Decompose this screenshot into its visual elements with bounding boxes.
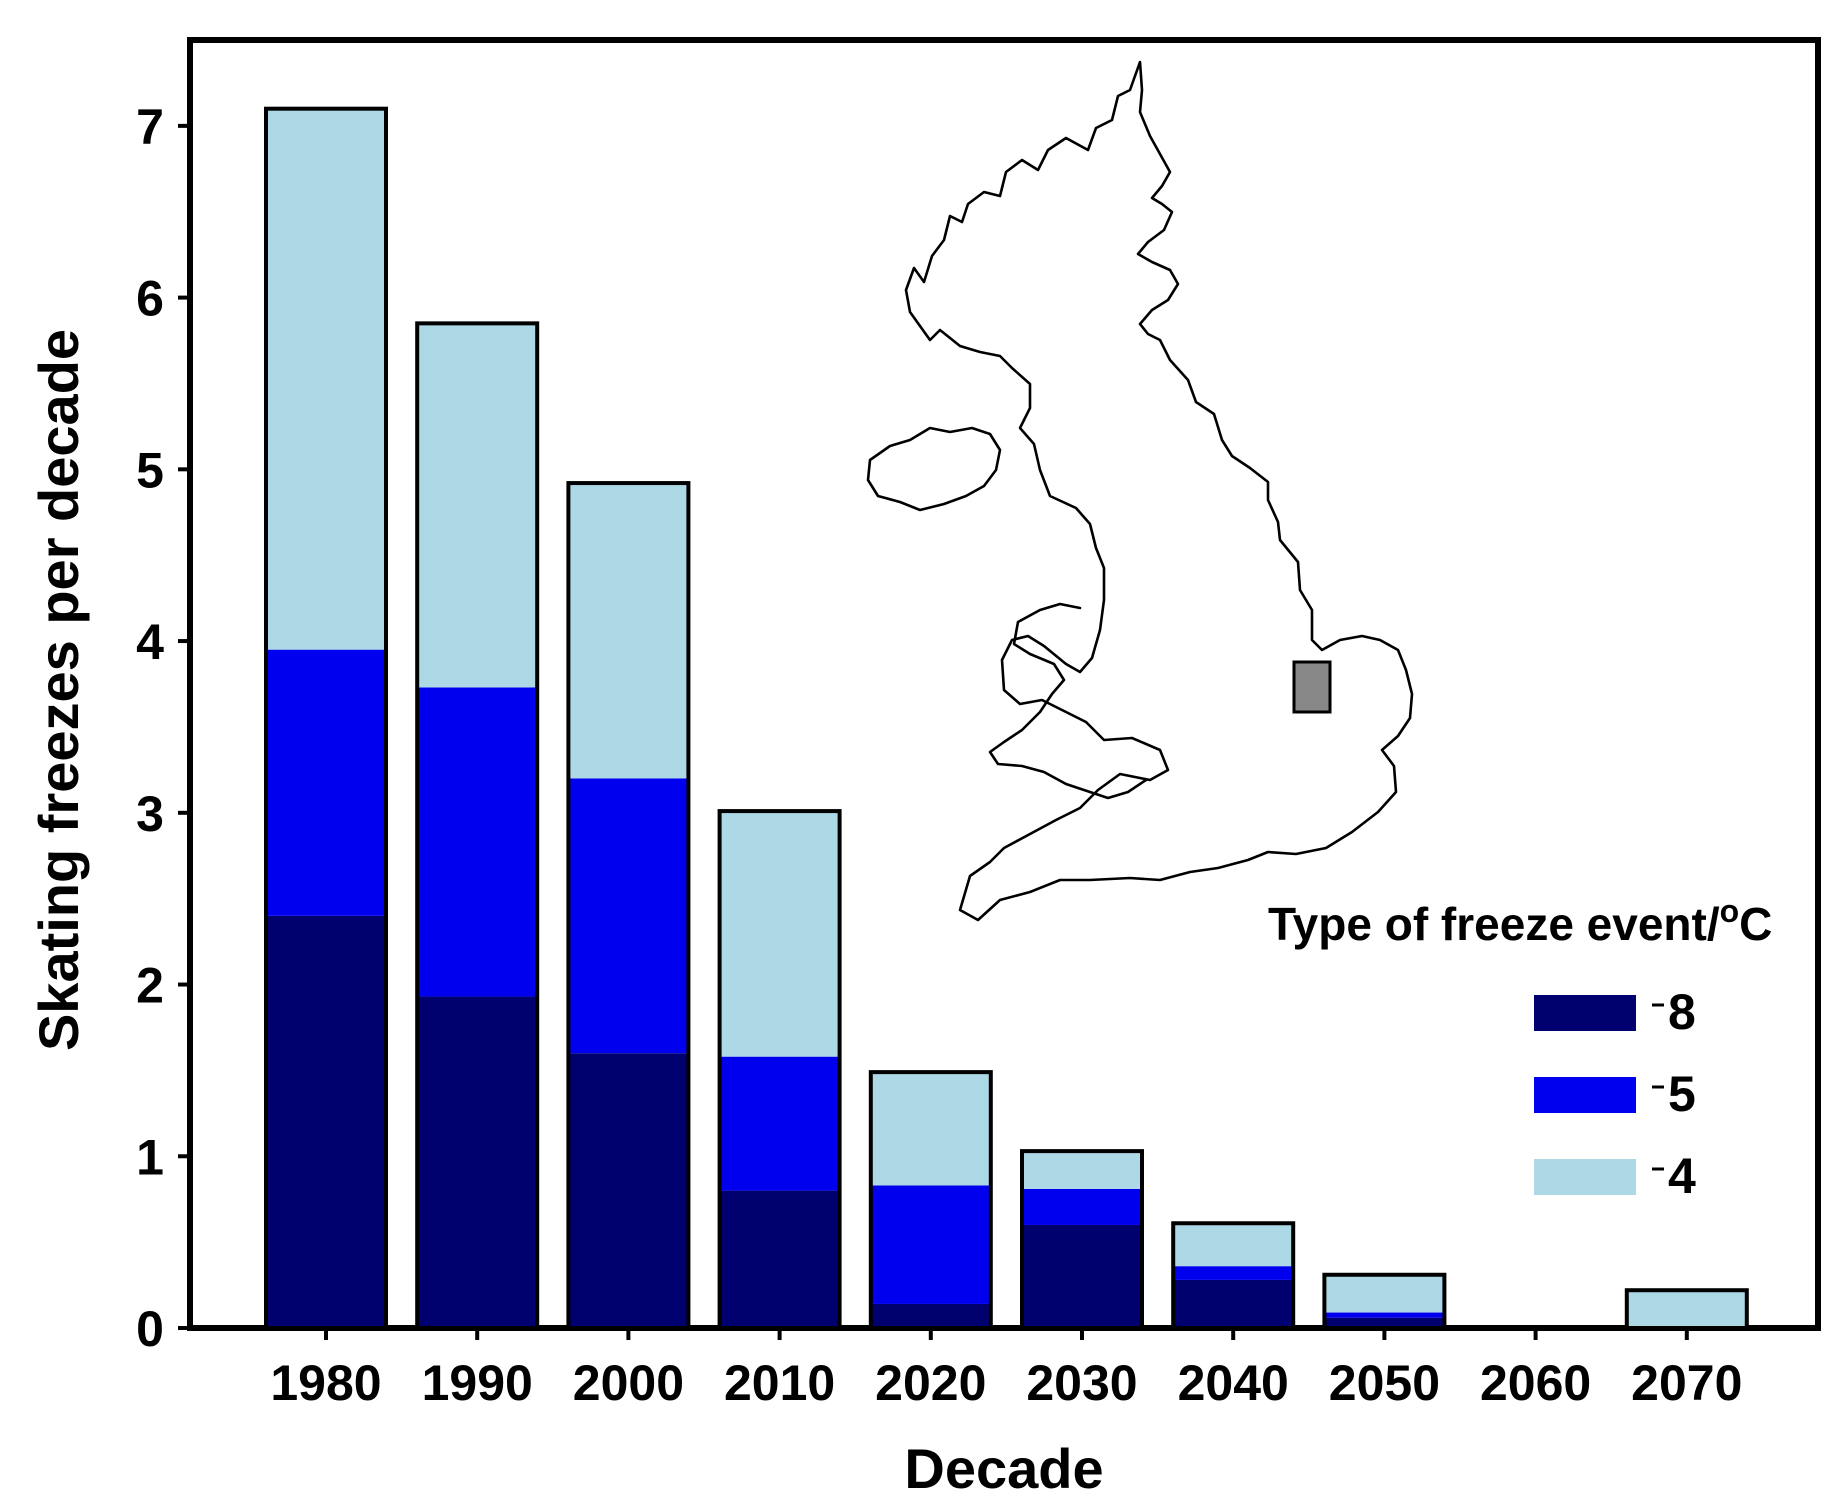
wales-outline [988, 602, 1148, 800]
bar-segment-1980-series-0 [266, 915, 386, 1328]
y-tick-label-1: 1 [136, 1129, 164, 1185]
bar-segment-2050-series-1 [1324, 1312, 1445, 1318]
x-tick-label-1980: 1980 [270, 1355, 381, 1411]
y-tick-label-2: 2 [136, 958, 164, 1014]
legend-title-sup: o [1720, 893, 1740, 929]
bar-segment-2040-series-0 [1173, 1279, 1294, 1328]
x-tick-label-2030: 2030 [1026, 1355, 1137, 1411]
y-tick-label-6: 6 [136, 271, 164, 327]
legend-entries: 8 5 4 [1534, 984, 1696, 1204]
uk-map-inset [866, 60, 1414, 922]
bar-segment-2070-series-2 [1626, 1290, 1747, 1328]
bar-segment-2010-series-1 [719, 1056, 840, 1191]
y-tick-label-3: 3 [136, 786, 164, 842]
bar-segment-2010-series-2 [719, 811, 840, 1057]
legend-label-5: 5 [1668, 1066, 1696, 1122]
bar-segment-1990-series-1 [417, 687, 538, 997]
y-tick-label-7: 7 [136, 99, 164, 155]
bar-segment-2020-series-0 [870, 1303, 991, 1328]
bar-segment-1990-series-2 [417, 323, 538, 688]
y-axis-title: Skating freezes per decade [27, 329, 90, 1051]
legend-swatch-4 [1534, 1159, 1636, 1195]
x-tick-label-2000: 2000 [573, 1355, 684, 1411]
x-tick-label-2040: 2040 [1178, 1355, 1289, 1411]
x-tick-label-2050: 2050 [1329, 1355, 1440, 1411]
x-tick-label-2020: 2020 [875, 1355, 986, 1411]
bar-segment-2050-series-0 [1324, 1317, 1445, 1328]
y-tick-label-0: 0 [136, 1301, 164, 1357]
northern-ireland-outline [866, 426, 1002, 512]
y-tick-label-5: 5 [136, 442, 164, 498]
bar-segment-2030-series-0 [1022, 1224, 1142, 1328]
y-axis-ticks: 0 1 2 3 4 5 6 7 [136, 99, 190, 1357]
legend-swatch-5 [1534, 1077, 1636, 1113]
legend: Type of freeze event/oC 8 5 4 [1268, 893, 1772, 1204]
bar-segment-2010-series-0 [719, 1190, 840, 1328]
bar-segment-2020-series-2 [870, 1072, 991, 1186]
bars-group [264, 106, 1749, 1331]
great-britain-outline [904, 60, 1414, 922]
bar-segment-2000-series-0 [568, 1053, 689, 1328]
legend-swatch-8 [1534, 995, 1636, 1031]
bar-segment-2030-series-1 [1022, 1188, 1142, 1225]
x-tick-label-2070: 2070 [1631, 1355, 1742, 1411]
x-axis-title: Decade [904, 1437, 1103, 1500]
bar-segment-1980-series-1 [266, 649, 386, 916]
y-tick-label-4: 4 [136, 614, 164, 670]
bar-segment-2000-series-1 [568, 778, 689, 1054]
bar-segment-2000-series-2 [568, 483, 689, 779]
bar-segment-2050-series-2 [1324, 1274, 1445, 1313]
x-tick-label-2060: 2060 [1480, 1355, 1591, 1411]
legend-label-4: 4 [1668, 1148, 1696, 1204]
study-area-marker [1292, 660, 1332, 714]
legend-title-unit: C [1739, 898, 1772, 950]
bar-segment-2030-series-2 [1022, 1151, 1142, 1189]
bar-segment-1980-series-2 [266, 108, 386, 650]
legend-label-8: 8 [1668, 984, 1696, 1040]
bar-segment-2020-series-1 [870, 1185, 991, 1304]
x-tick-label-1990: 1990 [422, 1355, 533, 1411]
x-tick-label-2010: 2010 [724, 1355, 835, 1411]
legend-title: Type of freeze event/oC [1268, 893, 1772, 950]
x-axis-ticks: 1980 1990 2000 2010 2020 2030 2040 2050 2060 2070 [270, 1328, 1742, 1411]
legend-title-main: Type of freeze event/ [1268, 898, 1720, 950]
plot-frame [187, 37, 1821, 1331]
bar-segment-1990-series-0 [417, 996, 538, 1328]
bar-segment-2040-series-2 [1173, 1223, 1294, 1267]
bar-segment-2040-series-1 [1173, 1266, 1294, 1280]
